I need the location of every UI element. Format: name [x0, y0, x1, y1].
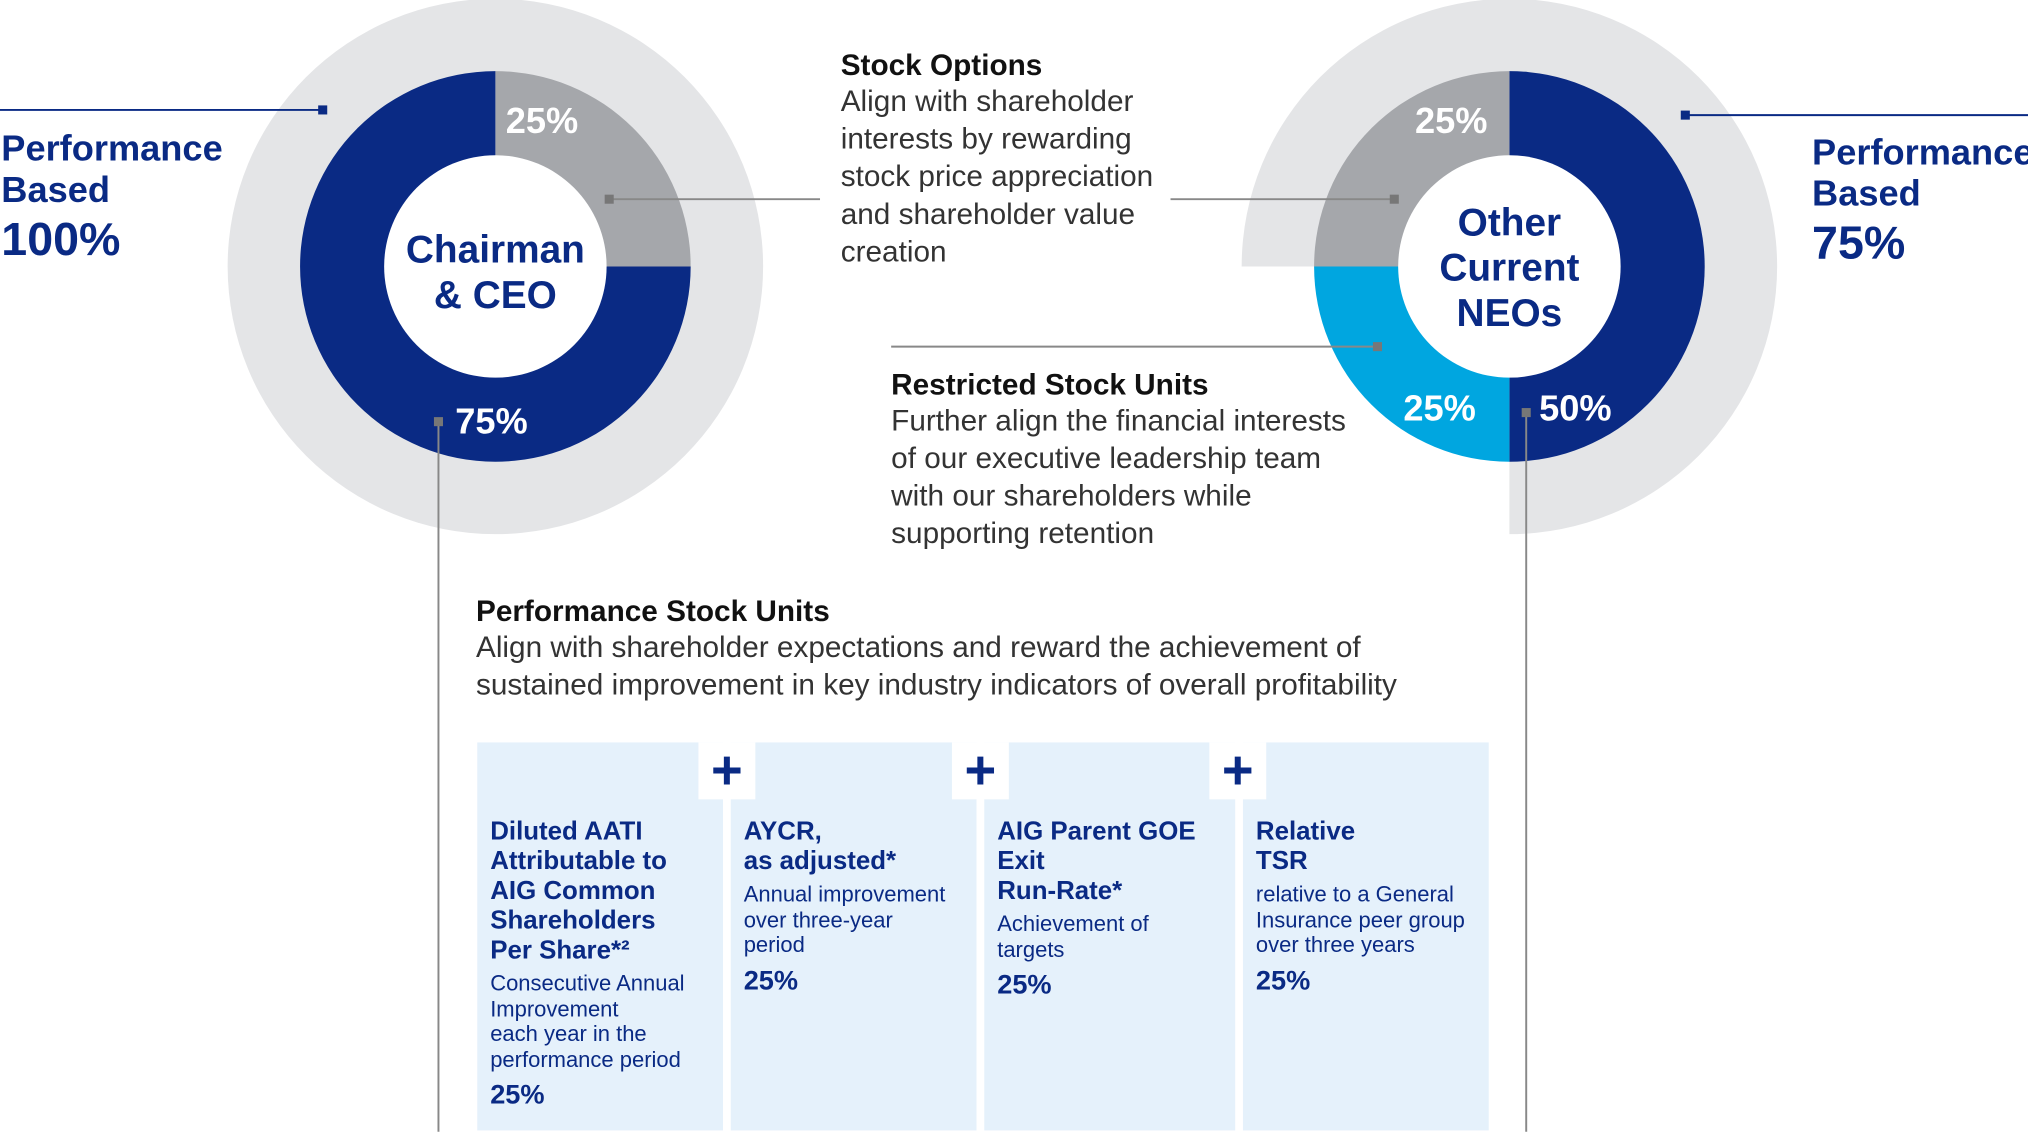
- metric-aati-desc-3: each year in the: [490, 1021, 647, 1047]
- metric-aati-title-2: Attributable to: [490, 847, 667, 876]
- metric-aati-title-1: Diluted AATI: [490, 817, 643, 846]
- neo-performance-leader-dot: [1680, 110, 1690, 120]
- metric-aati-desc: Consecutive Annual Improvement each year…: [490, 971, 710, 1072]
- neo-center-line-1: Other: [1457, 201, 1562, 245]
- metric-box-goe: AIG Parent GOE Exit Run-Rate* Achievemen…: [984, 742, 1236, 1131]
- neo-performance-based: Performance Based 75%: [1812, 132, 2028, 272]
- ceo-performance-label-2: Based: [1, 169, 110, 210]
- neo-donut-chart: [1241, 0, 1778, 535]
- plus-icon: +: [951, 742, 1009, 800]
- metric-tsr-title-1: Relative: [1255, 817, 1356, 846]
- neo-performance-value: 75%: [1812, 215, 1906, 270]
- donut-hole: [1398, 155, 1621, 378]
- metric-tsr-desc: relative to a General Insurance peer gro…: [1256, 882, 1476, 958]
- rsu-line-1: Further align the financial interests: [891, 403, 1346, 438]
- metric-aycr-desc-2: over three-year: [743, 907, 893, 932]
- metric-aycr-desc-3: period: [743, 932, 805, 958]
- ceo-options-connector-dot: [604, 194, 614, 204]
- ceo-psu-connector-dot: [433, 417, 443, 427]
- ceo-performance-based: Performance Based 100%: [1, 128, 222, 268]
- stock-options-title: Stock Options: [840, 47, 1043, 82]
- metric-aycr-desc: Annual improvement over three-year perio…: [744, 882, 964, 958]
- stock-options-line-1: Align with shareholder: [840, 84, 1134, 118]
- rsu-line-4: supporting retention: [891, 516, 1155, 550]
- psu-line-1: Align with shareholder expectations and …: [475, 629, 1361, 664]
- rsu-line-3: with our shareholders while: [891, 478, 1252, 513]
- metric-goe-title-2: Run-Rate*: [997, 876, 1123, 906]
- ceo-performance-leader-dot: [318, 105, 328, 115]
- metric-aati-title-3: AIG Common: [490, 876, 656, 906]
- metric-aycr-weight: 25%: [743, 965, 799, 996]
- ceo-psu-pct: 75%: [455, 400, 528, 442]
- neo-psu-connector-dot: [1521, 408, 1531, 418]
- ceo-center-label: Chairman & CEO: [366, 228, 625, 319]
- plus-icon: +: [1209, 742, 1267, 800]
- ceo-center-line-2: & CEO: [433, 274, 557, 317]
- metric-aati-desc-2: Improvement: [490, 996, 619, 1022]
- neo-center-label: Other Current NEOs: [1380, 200, 1639, 336]
- metric-goe-desc-1: Achievement of: [997, 911, 1149, 937]
- metric-tsr-desc-1: relative to a General: [1255, 882, 1454, 907]
- ceo-options-pct: 25%: [505, 100, 579, 141]
- rsu-line-2: of our executive leadership team: [891, 441, 1322, 475]
- neo-performance-label-1: Performance: [1812, 131, 2028, 173]
- stock-options-block: Stock Options Align with shareholder int…: [841, 47, 1154, 271]
- connector-lines: [0, 105, 2028, 1132]
- psu-line-2: sustained improvement in key industry in…: [475, 667, 1397, 702]
- metric-tsr-title-2: TSR: [1255, 847, 1308, 876]
- donut-hole: [384, 155, 607, 378]
- neo-center-line-3: NEOs: [1456, 292, 1563, 335]
- metric-tsr-desc-3: over three years: [1255, 932, 1415, 958]
- stock-options-line-4: and shareholder value: [840, 196, 1136, 231]
- psu-title: Performance Stock Units: [475, 593, 830, 628]
- metric-aati-desc-4: performance period: [490, 1047, 681, 1072]
- metric-tsr-weight: 25%: [1255, 965, 1311, 996]
- rsu-title: Restricted Stock Units: [891, 367, 1209, 401]
- metric-aati-title-5: Per Share*²: [490, 936, 630, 965]
- stock-options-line-5: creation: [840, 234, 947, 268]
- neo-rsu-connector-dot: [1372, 342, 1382, 352]
- neo-rsu-pct: 25%: [1403, 388, 1476, 429]
- metric-goe-title-1: AIG Parent GOE Exit: [997, 817, 1196, 876]
- neo-performance-label-2: Based: [1812, 173, 1921, 214]
- stock-options-line-2: interests by rewarding: [840, 121, 1132, 156]
- ceo-performance-label-1: Performance: [1, 128, 223, 169]
- metric-aycr-title-2: as adjusted*: [743, 847, 897, 876]
- metric-aycr-desc-1: Annual improvement: [743, 882, 946, 907]
- ceo-donut-chart: [227, 0, 764, 535]
- metric-goe-desc-2: targets: [997, 937, 1065, 962]
- neo-options-connector-dot: [1389, 194, 1399, 204]
- psu-block: Performance Stock Units Align with share…: [476, 592, 1397, 703]
- metric-box-aycr: AYCR, as adjusted* Annual improvement ov…: [730, 742, 977, 1131]
- ceo-center-line-1: Chairman: [405, 228, 585, 272]
- ceo-performance-value: 100%: [1, 212, 121, 266]
- metric-box-aati: Diluted AATI Attributable to AIG Common …: [477, 742, 724, 1131]
- metric-tsr-desc-2: Insurance peer group: [1255, 907, 1465, 932]
- metric-goe-weight: 25%: [997, 970, 1052, 1000]
- metric-box-tsr: Relative TSR relative to a General Insur…: [1242, 742, 1489, 1131]
- metric-aati-weight: 25%: [490, 1079, 545, 1110]
- metric-goe-desc: Achievement of targets: [997, 912, 1222, 962]
- metric-aati-desc-1: Consecutive Annual: [490, 971, 685, 996]
- rsu-block: Restricted Stock Units Further align the…: [891, 366, 1346, 552]
- plus-icon: +: [698, 742, 756, 800]
- neo-center-line-2: Current: [1439, 247, 1580, 290]
- neo-psu-pct: 50%: [1539, 388, 1612, 429]
- neo-options-pct: 25%: [1414, 100, 1488, 141]
- metric-aati-title-4: Shareholders: [490, 906, 656, 936]
- metric-aycr-title-1: AYCR,: [743, 817, 822, 846]
- stock-options-line-3: stock price appreciation: [840, 159, 1154, 193]
